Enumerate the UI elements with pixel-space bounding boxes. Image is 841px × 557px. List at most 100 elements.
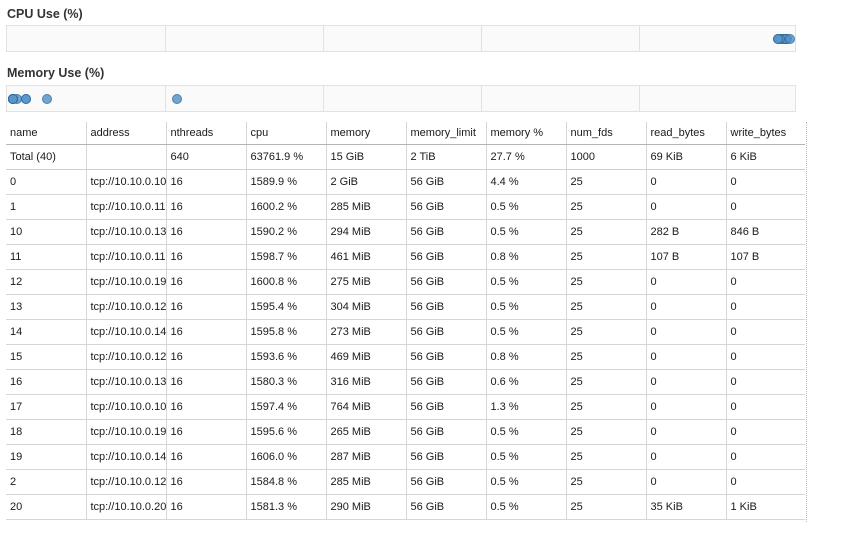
column-header-write-bytes[interactable]: write_bytes	[725, 122, 805, 145]
cell-name: 2	[6, 469, 86, 495]
cell-memory: 0.8 %	[485, 244, 566, 270]
cell-memory: 0.5 %	[485, 469, 566, 495]
cell-write-bytes: 0	[725, 269, 805, 295]
cell-name: 18	[6, 419, 86, 445]
cell-memory: 273 MiB	[325, 319, 406, 345]
column-header-memory[interactable]: memory %	[485, 122, 566, 145]
cpu-chart-point[interactable]	[773, 34, 784, 44]
memory-use-chart[interactable]	[6, 85, 796, 112]
memory-chart-point[interactable]	[41, 94, 52, 104]
cell-read-bytes: 0	[645, 344, 726, 370]
column-header-num-fds[interactable]: num_fds	[565, 122, 646, 145]
cell-num-fds: 25	[565, 369, 646, 395]
cell-memory: 0.6 %	[485, 369, 566, 395]
cell-name: 14	[6, 319, 86, 345]
cell-num-fds: 25	[565, 194, 646, 220]
cell-cpu: 1597.4 %	[245, 394, 326, 420]
table-row[interactable]: 2 tcp://10.10.0.12 16 1584.8 % 285 MiB 56 GiB…	[6, 469, 805, 495]
cell-memory-limit: 56 GiB	[405, 244, 486, 270]
table-row[interactable]: 1 tcp://10.10.0.11 16 1600.2 % 285 MiB 56 GiB…	[6, 194, 805, 220]
cell-num-fds: 25	[565, 319, 646, 345]
cell-nthreads: 16	[165, 494, 246, 520]
cell-address: tcp://10.10.0.11	[85, 194, 166, 220]
cell-address: tcp://10.10.0.10	[85, 169, 166, 195]
cell-write-bytes: 0	[725, 469, 805, 495]
table-row[interactable]: 16 tcp://10.10.0.13 16 1580.3 % 316 MiB 56 Gi…	[6, 369, 805, 395]
cell-name: 12	[6, 269, 86, 295]
column-header-name[interactable]: name	[6, 122, 86, 145]
cell-memory: 2 GiB	[325, 169, 406, 195]
table-row[interactable]: 0 tcp://10.10.0.10 16 1589.9 % 2 GiB 56 GiB 4.…	[6, 169, 805, 195]
cell-cpu: 63761.9 %	[245, 144, 326, 170]
cell-memory: 15 GiB	[325, 144, 406, 170]
cell-memory: 0.5 %	[485, 444, 566, 470]
cpu-use-chart[interactable]	[6, 25, 796, 52]
cell-address: tcp://10.10.0.12	[85, 344, 166, 370]
cell-num-fds: 25	[565, 469, 646, 495]
cell-memory: 764 MiB	[325, 394, 406, 420]
table-row[interactable]: 18 tcp://10.10.0.19 16 1595.6 % 265 MiB 56 Gi…	[6, 419, 805, 445]
cell-write-bytes: 107 B	[725, 244, 805, 270]
cell-name: 20	[6, 494, 86, 520]
cell-read-bytes: 0	[645, 269, 726, 295]
cell-memory-limit: 56 GiB	[405, 394, 486, 420]
cell-memory: 287 MiB	[325, 444, 406, 470]
cpu-use-title: CPU Use (%)	[7, 7, 83, 21]
column-header-cpu[interactable]: cpu	[245, 122, 326, 145]
cell-write-bytes: 0	[725, 344, 805, 370]
cell-num-fds: 25	[565, 344, 646, 370]
column-header-read-bytes[interactable]: read_bytes	[645, 122, 726, 145]
memory-chart-point[interactable]	[20, 94, 31, 104]
table-row[interactable]: 14 tcp://10.10.0.14 16 1595.8 % 273 MiB 56 Gi…	[6, 319, 805, 345]
cell-nthreads: 16	[165, 369, 246, 395]
memory-chart-point[interactable]	[8, 94, 18, 104]
cell-memory-limit: 56 GiB	[405, 319, 486, 345]
cell-memory: 0.5 %	[485, 219, 566, 245]
cell-memory-limit: 56 GiB	[405, 344, 486, 370]
cell-memory: 469 MiB	[325, 344, 406, 370]
table-row[interactable]: 15 tcp://10.10.0.12 16 1593.6 % 469 MiB 56 Gi…	[6, 344, 805, 370]
table-row[interactable]: 13 tcp://10.10.0.12 16 1595.4 % 304 MiB 56 Gi…	[6, 294, 805, 320]
cell-address: tcp://10.10.0.12	[85, 469, 166, 495]
table-row[interactable]: 11 tcp://10.10.0.11 16 1598.7 % 461 MiB 56 Gi…	[6, 244, 805, 270]
cell-address: tcp://10.10.0.13	[85, 369, 166, 395]
cell-address: tcp://10.10.0.11	[85, 244, 166, 270]
cell-name: 0	[6, 169, 86, 195]
cpu-chart-point[interactable]	[785, 34, 795, 44]
total-row[interactable]: Total (40) 640 63761.9 % 15 GiB 2 TiB 27.7 % 1…	[6, 144, 805, 170]
cell-cpu: 1595.8 %	[245, 319, 326, 345]
column-header-memory-limit[interactable]: memory_limit	[405, 122, 486, 145]
table-row[interactable]: 10 tcp://10.10.0.13 16 1590.2 % 294 MiB 56 Gi…	[6, 219, 805, 245]
cell-cpu: 1606.0 %	[245, 444, 326, 470]
cell-nthreads: 16	[165, 419, 246, 445]
chart-gridline	[481, 86, 482, 111]
table-row[interactable]: 19 tcp://10.10.0.14 16 1606.0 % 287 MiB 56 Gi…	[6, 444, 805, 470]
cell-num-fds: 25	[565, 294, 646, 320]
cell-write-bytes: 0	[725, 169, 805, 195]
table-row[interactable]: 12 tcp://10.10.0.19 16 1600.8 % 275 MiB 56 Gi…	[6, 269, 805, 295]
memory-chart-point[interactable]	[171, 94, 182, 104]
table-row[interactable]: 20 tcp://10.10.0.20 16 1581.3 % 290 MiB 56 Gi…	[6, 494, 805, 520]
cell-memory: 0.5 %	[485, 194, 566, 220]
cell-nthreads: 16	[165, 344, 246, 370]
column-header-address[interactable]: address	[85, 122, 166, 145]
cell-nthreads: 16	[165, 169, 246, 195]
cell-memory: 4.4 %	[485, 169, 566, 195]
cell-memory-limit: 56 GiB	[405, 219, 486, 245]
table-row[interactable]: 17 tcp://10.10.0.10 16 1597.4 % 764 MiB 56 Gi…	[6, 394, 805, 420]
column-header-memory[interactable]: memory	[325, 122, 406, 145]
column-header-nthreads[interactable]: nthreads	[165, 122, 246, 145]
cell-num-fds: 25	[565, 169, 646, 195]
cell-read-bytes: 0	[645, 444, 726, 470]
cell-cpu: 1598.7 %	[245, 244, 326, 270]
cell-memory-limit: 56 GiB	[405, 369, 486, 395]
cell-read-bytes: 0	[645, 469, 726, 495]
cell-read-bytes: 0	[645, 419, 726, 445]
cell-name: 17	[6, 394, 86, 420]
cell-name: 11	[6, 244, 86, 270]
cell-nthreads: 16	[165, 294, 246, 320]
cell-cpu: 1590.2 %	[245, 219, 326, 245]
cell-num-fds: 25	[565, 244, 646, 270]
chart-gridline	[323, 26, 324, 51]
cell-memory: 0.5 %	[485, 294, 566, 320]
